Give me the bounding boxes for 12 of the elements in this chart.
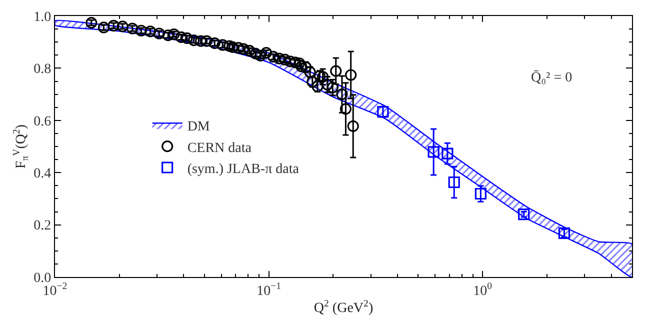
legend-label: (sym.) JLAB-π data <box>187 162 300 177</box>
y-tick-label: 0.4 <box>34 166 52 182</box>
x-axis-title: Q$^{2}$ (GeV$^{2}$) <box>314 298 374 316</box>
legend-label: DM <box>187 120 210 135</box>
legend-label: CERN data <box>187 140 252 156</box>
y-tick-label: 1.0 <box>34 10 52 25</box>
annotation: Q̄₀² = 0 <box>531 70 572 86</box>
x-tick-label: 10$^{−1}$ <box>256 281 282 299</box>
y-tick-label: 0.2 <box>34 218 52 234</box>
y-tick-label: 0.8 <box>34 62 52 78</box>
y-tick-label: 0.6 <box>34 114 52 130</box>
x-tick-label: 10$^{0}$ <box>473 281 492 299</box>
